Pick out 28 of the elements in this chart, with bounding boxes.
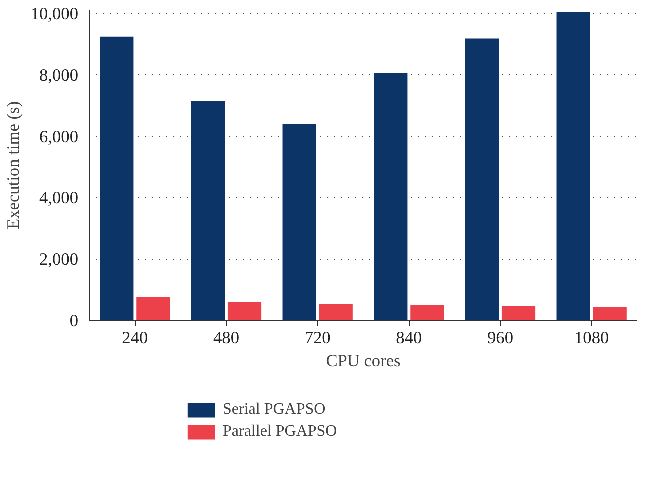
x-axis-title: CPU cores xyxy=(326,352,402,370)
y-tick-label: 0 xyxy=(70,312,79,330)
bar xyxy=(465,38,500,320)
bar xyxy=(136,297,170,320)
bar xyxy=(556,12,590,320)
bar xyxy=(282,124,316,320)
x-tick-label: 480 xyxy=(214,328,240,348)
x-tick-label: 960 xyxy=(488,328,514,348)
y-tick-label: 4,000 xyxy=(40,188,79,208)
bar xyxy=(502,306,536,320)
y-tick-label: 2,000 xyxy=(40,250,79,270)
bar xyxy=(191,101,226,320)
bar xyxy=(410,305,444,320)
x-tick-label: 1080 xyxy=(574,328,610,348)
legend-label: Parallel PGAPSO xyxy=(223,423,338,441)
y-tick-label: 6,000 xyxy=(40,127,79,146)
x-tick-label: 720 xyxy=(304,328,331,348)
y-tick-label: 10,000 xyxy=(30,4,79,24)
bar xyxy=(100,36,134,320)
bar xyxy=(228,302,262,320)
x-tick-label: 840 xyxy=(396,328,422,348)
y-axis-title: Execution time (s) xyxy=(4,101,23,230)
bar xyxy=(319,304,353,320)
legend-label: Serial PGAPSO xyxy=(223,401,326,419)
bar xyxy=(593,307,627,320)
x-tick-label: 240 xyxy=(122,328,148,348)
bar xyxy=(374,73,408,320)
y-tick-label: 8,000 xyxy=(40,66,79,85)
